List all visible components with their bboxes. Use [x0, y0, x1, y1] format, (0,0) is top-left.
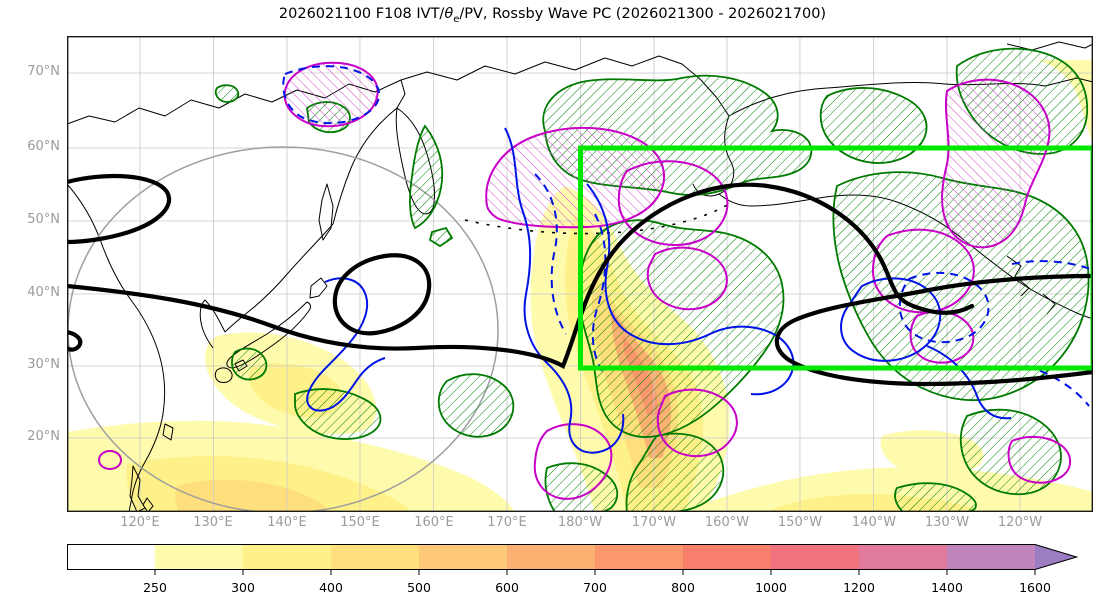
lat-tick-label: 30°N	[27, 357, 60, 372]
lon-tick-label: 160°E	[414, 515, 454, 530]
black-contours	[67, 173, 1093, 387]
blue-contours	[282, 65, 1093, 454]
colorbar	[67, 544, 1078, 575]
highlight-box	[578, 145, 1093, 371]
lon-tick-label: 180°W	[557, 515, 603, 530]
colorbar-tick-label: 600	[495, 580, 519, 595]
colorbar-tick-label: 1000	[755, 580, 787, 595]
lon-tick-label: 170°W	[631, 515, 677, 530]
lat-tick-label: 40°N	[27, 285, 60, 300]
colorbar-tick-label: 500	[407, 580, 431, 595]
colorbar-tick-label: 700	[583, 580, 607, 595]
lon-tick-label: 140°E	[267, 515, 307, 530]
colorbar-tick-label: 1600	[1019, 580, 1051, 595]
colorbar-tick-label: 400	[319, 580, 343, 595]
map-canvas	[67, 36, 1093, 512]
lon-tick-label: 140°W	[851, 515, 897, 530]
lon-tick-label: 120°E	[120, 515, 160, 530]
lat-tick-label: 60°N	[27, 139, 60, 154]
magenta-contours	[98, 61, 1072, 500]
lon-tick-label: 120°W	[997, 515, 1043, 530]
lon-tick-label: 130°E	[193, 515, 233, 530]
lat-tick-label: 20°N	[27, 429, 60, 444]
colorbar-outline	[67, 544, 1078, 570]
lat-tick-label: 70°N	[27, 64, 60, 79]
colorbar-extend-arrow	[1035, 544, 1077, 570]
colorbar-tick-label: 300	[231, 580, 255, 595]
title-prefix: 2026021100 F108 IVT/	[278, 6, 445, 22]
lon-tick-label: 160°W	[704, 515, 750, 530]
map-frame	[67, 36, 1093, 512]
colorbar-tick-label: 1200	[843, 580, 875, 595]
colorbar-segments	[67, 544, 1077, 570]
page-title: 2026021100 F108 IVT/θe/PV, Rossby Wave P…	[0, 6, 1105, 25]
lon-tick-label: 150°E	[340, 515, 380, 530]
title-suffix: /PV, Rossby Wave PC (2026021300 - 202602…	[459, 6, 827, 22]
lon-tick-label: 150°W	[777, 515, 823, 530]
colorbar-ticks	[154, 570, 1036, 575]
colorbar-tick-label: 800	[671, 580, 695, 595]
colorbar-tick-label: 250	[143, 580, 167, 595]
lon-tick-label: 130°W	[924, 515, 970, 530]
title-theta-sub: e	[453, 13, 460, 25]
lon-tick-label: 170°E	[487, 515, 527, 530]
colorbar-tick-label: 1400	[931, 580, 963, 595]
lat-tick-label: 50°N	[27, 212, 60, 227]
title-theta: θ	[444, 6, 454, 22]
